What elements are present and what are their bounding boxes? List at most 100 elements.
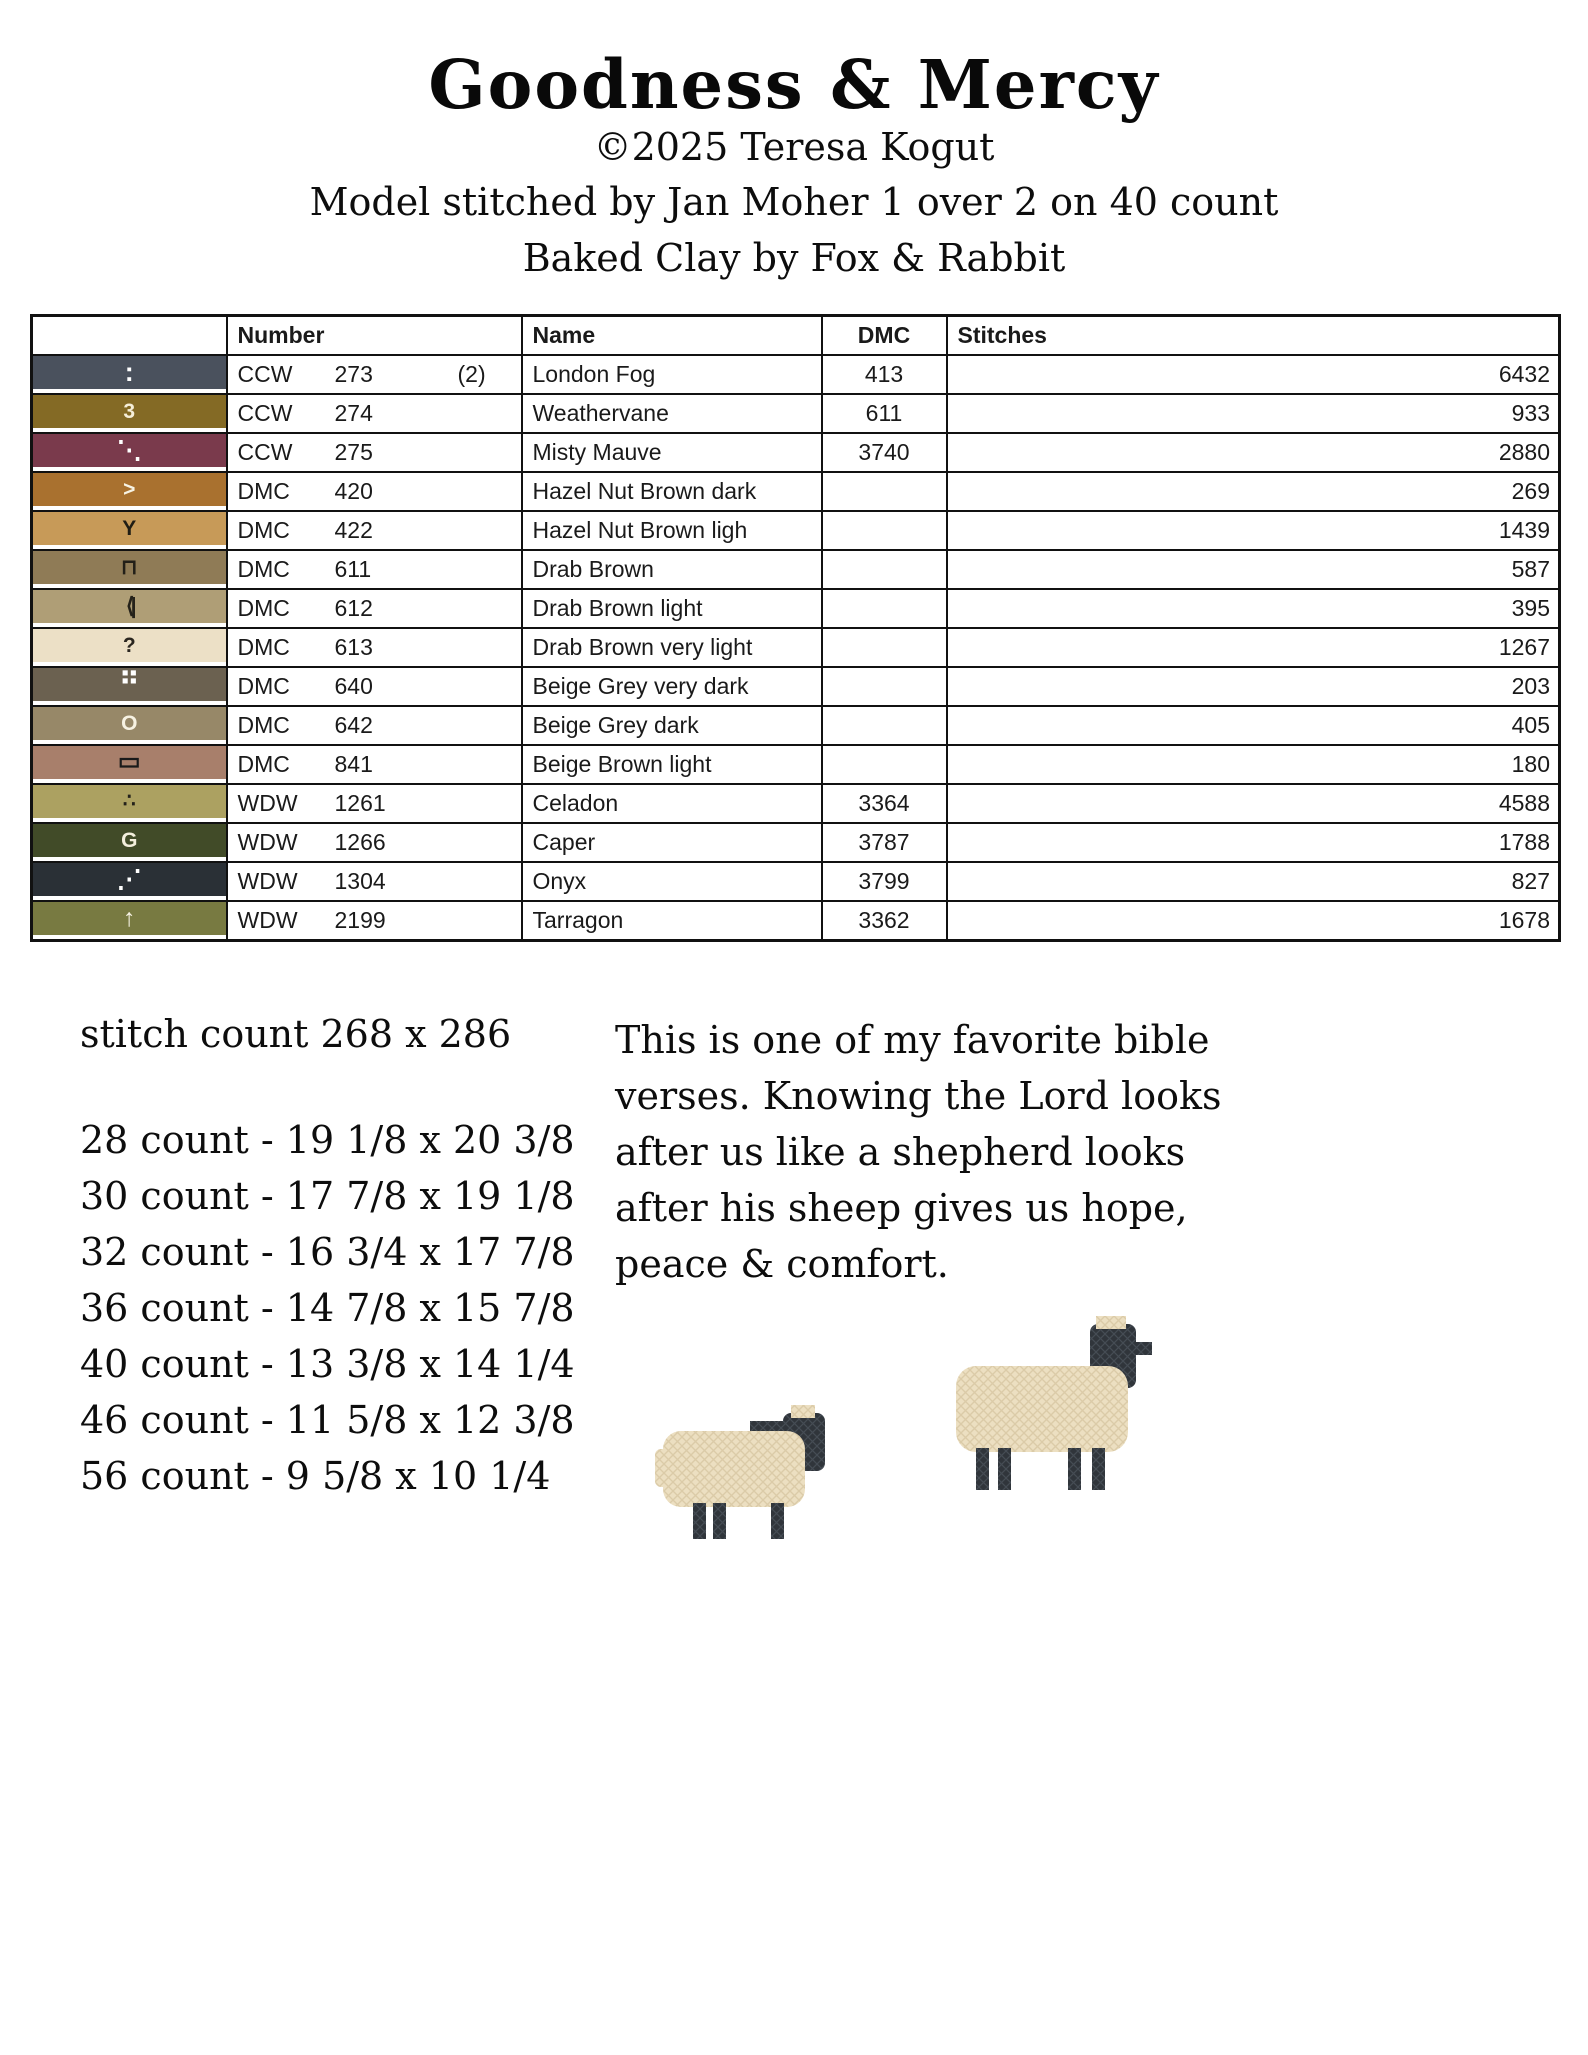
thread-name: Caper [520, 821, 823, 863]
color-swatch: Y [33, 512, 225, 545]
table-row: ▭ DMC 841 Beige Brown light 180 [30, 743, 1561, 785]
swatch-cell: O [30, 704, 228, 746]
thread-name: Celadon [520, 782, 823, 824]
swatch-cell: ▭ [30, 743, 228, 785]
model-stitched-line: Model stitched by Jan Moher 1 over 2 on … [309, 180, 1279, 225]
stitches-value: 269 [945, 470, 1561, 512]
sheep-icon [655, 1404, 825, 1539]
fabric-count-line: 56 count - 9 5/8 x 10 1/4 [80, 1453, 551, 1498]
thread-name: Weathervane [520, 392, 823, 434]
thread-name: Drab Brown very light [520, 626, 823, 668]
thread-code: 273 [334, 360, 373, 387]
thread-name: Beige Brown light [520, 743, 823, 785]
thread-code: 611 [334, 555, 372, 582]
stitch-symbol: ↑ [123, 903, 136, 932]
swatch-cell: Y [30, 509, 228, 551]
stitch-symbol: ⟨| [125, 593, 137, 619]
thread-code: 841 [334, 750, 373, 777]
thread-code: 275 [334, 438, 373, 465]
table-row: ∴ WDW 1261 Celadon 3364 4588 [30, 782, 1561, 824]
note-column: This is one of my favorite bible verses.… [615, 1012, 1235, 1546]
swatch-cell: ? [30, 626, 228, 668]
stitches-value: 1788 [945, 821, 1561, 863]
dmc-value: 3799 [820, 860, 948, 902]
swatch-cell: 3 [30, 392, 228, 434]
table-row: ⋱ CCW 275 Misty Mauve 3740 2880 [30, 431, 1561, 473]
fabric-count-line: 46 count - 11 5/8 x 12 3/8 [80, 1397, 575, 1442]
stitch-symbol: Y [122, 516, 137, 540]
number-cell: DMC 640 [225, 665, 523, 707]
table-row: ⊓ DMC 611 Drab Brown 587 [30, 548, 1561, 590]
table-row: 3 CCW 274 Weathervane 611 933 [30, 392, 1561, 434]
column-header-dmc: DMC [820, 314, 948, 356]
swatch-cell: G [30, 821, 228, 863]
thread-code: 612 [334, 594, 373, 621]
size-details: stitch count 268 x 286 28 count - 19 1/8… [80, 1012, 615, 1546]
stitches-value: 4588 [945, 782, 1561, 824]
swatch-cell: ∴ [30, 782, 228, 824]
color-swatch: ⋱ [33, 434, 225, 467]
thread-name: Misty Mauve [520, 431, 823, 473]
sheep-icon [956, 1315, 1152, 1490]
color-swatch: ⟨| [33, 590, 225, 623]
number-cell: WDW 1304 [225, 860, 523, 902]
color-swatch: ⠛ [33, 668, 225, 701]
thread-code: 1261 [334, 789, 386, 816]
stitches-value: 203 [945, 665, 1561, 707]
stitches-value: 587 [945, 548, 1561, 590]
thread-name: Drab Brown [520, 548, 823, 590]
table-row: Y DMC 422 Hazel Nut Brown ligh 1439 [30, 509, 1561, 551]
swatch-cell: ⋰ [30, 860, 228, 902]
swatch-cell: ⟨| [30, 587, 228, 629]
swatch-cell: ↑ [30, 899, 228, 942]
thread-brand: DMC [237, 516, 290, 543]
thread-brand: DMC [237, 672, 290, 699]
floss-legend-table: Number Name DMC Stitches : CCW 273 (2) L… [30, 313, 1561, 942]
thread-brand: DMC [237, 750, 290, 777]
swatch-cell: : [30, 353, 228, 395]
stitch-symbol: ⠛ [118, 668, 140, 700]
fabric-count-line: 32 count - 16 3/4 x 17 7/8 [80, 1229, 575, 1274]
column-header-stitches: Stitches [945, 314, 1561, 356]
thread-code: 1266 [334, 828, 386, 855]
color-swatch: O [33, 707, 225, 740]
number-cell: DMC 611 [225, 548, 523, 590]
stitches-value: 1267 [945, 626, 1561, 668]
column-header-symbol [30, 314, 228, 356]
dmc-value [820, 470, 948, 512]
thread-code: 274 [334, 399, 373, 426]
thread-extra: (2) [457, 360, 486, 387]
stitch-count-line: stitch count 268 x 286 [80, 1011, 512, 1056]
color-swatch: G [33, 824, 225, 857]
swatch-cell: > [30, 470, 228, 512]
dmc-value: 3787 [820, 821, 948, 863]
table-row: G WDW 1266 Caper 3787 1788 [30, 821, 1561, 863]
fabric-count-line: 28 count - 19 1/8 x 20 3/8 [80, 1117, 575, 1162]
dmc-value: 611 [820, 392, 948, 434]
stitches-value: 180 [945, 743, 1561, 785]
thread-code: 642 [334, 711, 373, 738]
stitches-value: 395 [945, 587, 1561, 629]
fabric-count-line: 40 count - 13 3/8 x 14 1/4 [80, 1341, 575, 1386]
color-swatch: ↑ [33, 902, 225, 935]
sheep-illustrations [655, 1315, 1235, 1546]
swatch-cell: ⋱ [30, 431, 228, 473]
color-swatch: : [33, 356, 225, 389]
table-row: ⟨| DMC 612 Drab Brown light 395 [30, 587, 1561, 629]
stitches-value: 2880 [945, 431, 1561, 473]
dmc-value [820, 743, 948, 785]
thread-name: Tarragon [520, 899, 823, 942]
number-cell: CCW 275 [225, 431, 523, 473]
color-swatch: ⋰ [33, 863, 225, 896]
color-swatch: ? [33, 629, 225, 662]
number-cell: WDW 2199 [225, 899, 523, 942]
dmc-value [820, 509, 948, 551]
column-header-name: Name [520, 314, 823, 356]
thread-code: 422 [334, 516, 373, 543]
number-cell: DMC 841 [225, 743, 523, 785]
legend-table-body: : CCW 273 (2) London Fog 413 6432 3 CCW … [30, 353, 1561, 942]
table-row: ? DMC 613 Drab Brown very light 1267 [30, 626, 1561, 668]
dmc-value: 3740 [820, 431, 948, 473]
color-swatch: ⊓ [33, 551, 225, 584]
dmc-value: 3362 [820, 899, 948, 942]
